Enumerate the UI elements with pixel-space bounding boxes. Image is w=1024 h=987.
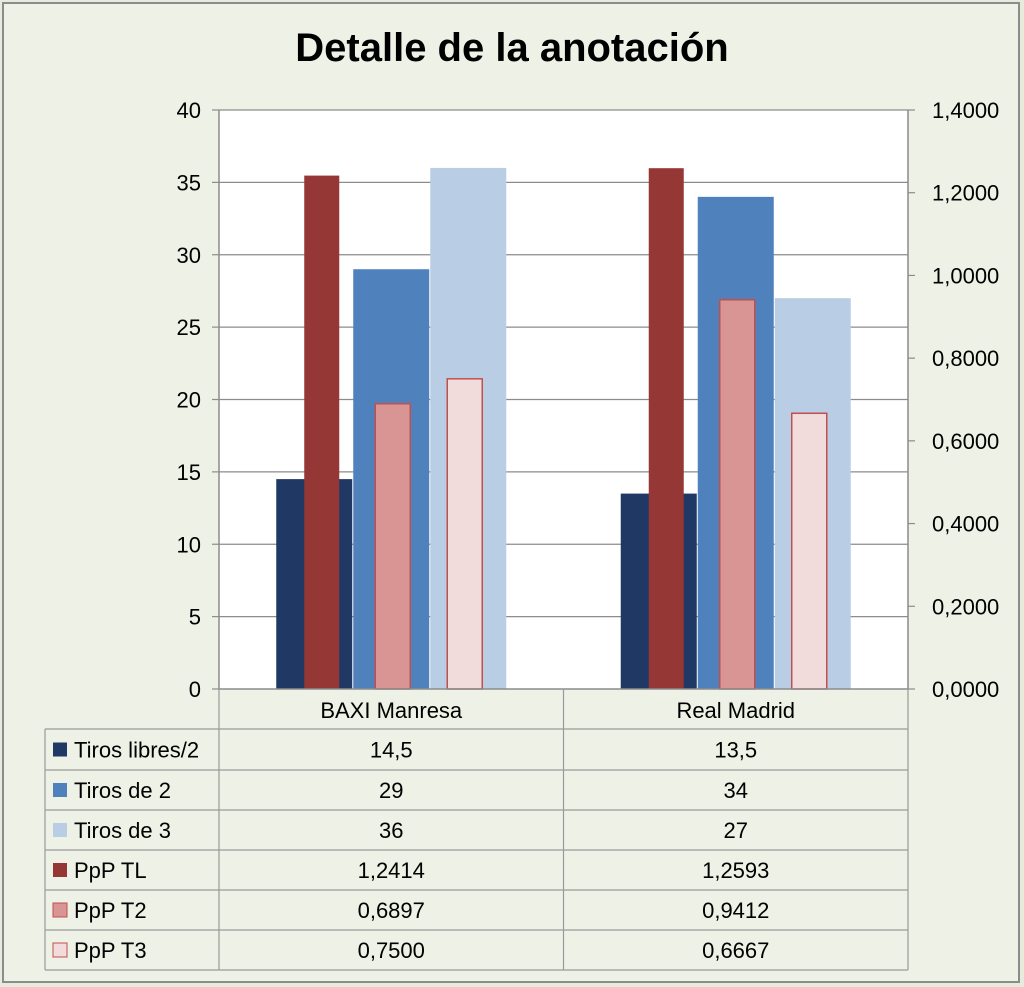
bar-ppp-tl xyxy=(304,175,340,690)
y-right-tick-label: 1,2000 xyxy=(932,181,999,206)
y-right-tick-label: 1,0000 xyxy=(932,263,999,288)
y-left-tick-label: 5 xyxy=(189,605,201,630)
legend-label: Tiros de 2 xyxy=(74,778,171,803)
legend-label: PpP TL xyxy=(74,858,147,883)
legend-swatch xyxy=(52,902,68,918)
y-right-tick-label: 0,4000 xyxy=(932,512,999,537)
y-left-tick-label: 10 xyxy=(177,532,201,557)
data-table-value: 0,6667 xyxy=(702,938,769,963)
legend-label: PpP T3 xyxy=(74,938,147,963)
y-left-tick-label: 40 xyxy=(177,98,201,123)
data-table-value: 0,7500 xyxy=(358,938,425,963)
y-right-tick-label: 0,2000 xyxy=(932,594,999,619)
legend-swatch xyxy=(53,863,67,877)
bar-ppp-tl xyxy=(648,168,684,689)
legend-swatch xyxy=(53,783,67,797)
y-left-tick-label: 35 xyxy=(177,170,201,195)
legend-label: Tiros de 3 xyxy=(74,818,171,843)
bar-ppp-t3 xyxy=(791,412,828,690)
data-table-value: 14,5 xyxy=(370,738,413,763)
legend-swatch xyxy=(53,742,67,757)
legend-swatch xyxy=(52,942,68,958)
y-left-tick-label: 0 xyxy=(189,677,201,702)
legend-label: PpP T2 xyxy=(74,898,147,923)
legend-swatch xyxy=(53,823,67,837)
x-category-label: Real Madrid xyxy=(676,698,795,723)
data-table-value: 1,2593 xyxy=(702,858,769,883)
data-table-value: 29 xyxy=(379,778,403,803)
y-left-tick-label: 30 xyxy=(177,243,201,268)
data-table-value: 0,6897 xyxy=(358,898,425,923)
bar-ppp-t3 xyxy=(446,378,483,690)
data-table-value: 36 xyxy=(379,818,403,843)
legend-label: Tiros libres/2 xyxy=(74,738,199,763)
chart-title: Detalle de la anotación xyxy=(295,26,729,70)
y-right-tick-label: 0,8000 xyxy=(932,346,999,371)
y-left-tick-label: 25 xyxy=(177,315,201,340)
y-right-tick-label: 0,6000 xyxy=(932,429,999,454)
bar-ppp-t2 xyxy=(374,403,411,690)
y-right-tick-label: 1,4000 xyxy=(932,98,999,123)
x-category-label: BAXI Manresa xyxy=(320,698,463,723)
y-left-tick-label: 15 xyxy=(177,460,201,485)
bar-ppp-t2 xyxy=(719,298,756,690)
data-table-value: 13,5 xyxy=(714,738,757,763)
data-table-value: 1,2414 xyxy=(358,858,425,883)
data-table-value: 0,9412 xyxy=(702,898,769,923)
y-right-tick-label: 0,0000 xyxy=(932,677,999,702)
data-table-value: 34 xyxy=(724,778,748,803)
data-table-value: 27 xyxy=(724,818,748,843)
y-left-tick-label: 20 xyxy=(177,388,201,413)
